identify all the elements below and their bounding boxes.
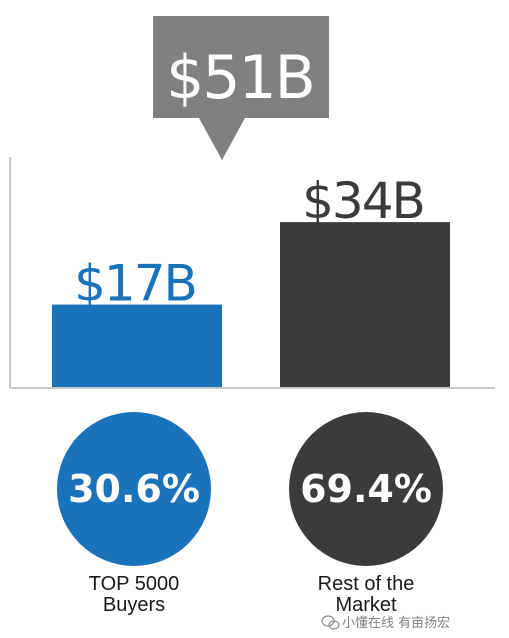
- chart-axes: [9, 157, 495, 389]
- category-label-top-buyers-line1: TOP 5000: [89, 573, 179, 595]
- total-value-label: $51B: [166, 43, 314, 113]
- bar-top-buyers: [52, 304, 222, 387]
- bar-rest-market: [280, 222, 450, 387]
- total-callout-badge: [153, 16, 329, 160]
- share-circle-rest-market: [289, 412, 443, 566]
- share-circles: 30.6% 69.4%: [57, 412, 443, 566]
- bar-value-labels: $17B $34B: [74, 172, 426, 313]
- bar-value-label-rest-market: $34B: [302, 172, 424, 230]
- category-labels: TOP 5000 Buyers Rest of the Market: [89, 573, 415, 616]
- watermark: 小懂在线 有亩扬宏: [321, 615, 450, 631]
- bar-value-label-top-buyers: $17B: [74, 255, 196, 313]
- bar-series: [52, 222, 450, 387]
- category-label-rest-market-line2: Market: [335, 594, 397, 616]
- watermark-text: 小懂在线 有亩扬宏: [342, 615, 450, 631]
- category-label-top-buyers-line2: Buyers: [103, 594, 165, 616]
- category-label-rest-market-line1: Rest of the: [318, 573, 415, 595]
- share-circle-top-buyers: [57, 412, 211, 566]
- wechat-icon: [321, 615, 340, 630]
- share-percent-top-buyers: 30.6%: [68, 467, 200, 511]
- total-callout: $51B: [153, 16, 329, 160]
- share-percent-rest-market: 69.4%: [300, 467, 432, 511]
